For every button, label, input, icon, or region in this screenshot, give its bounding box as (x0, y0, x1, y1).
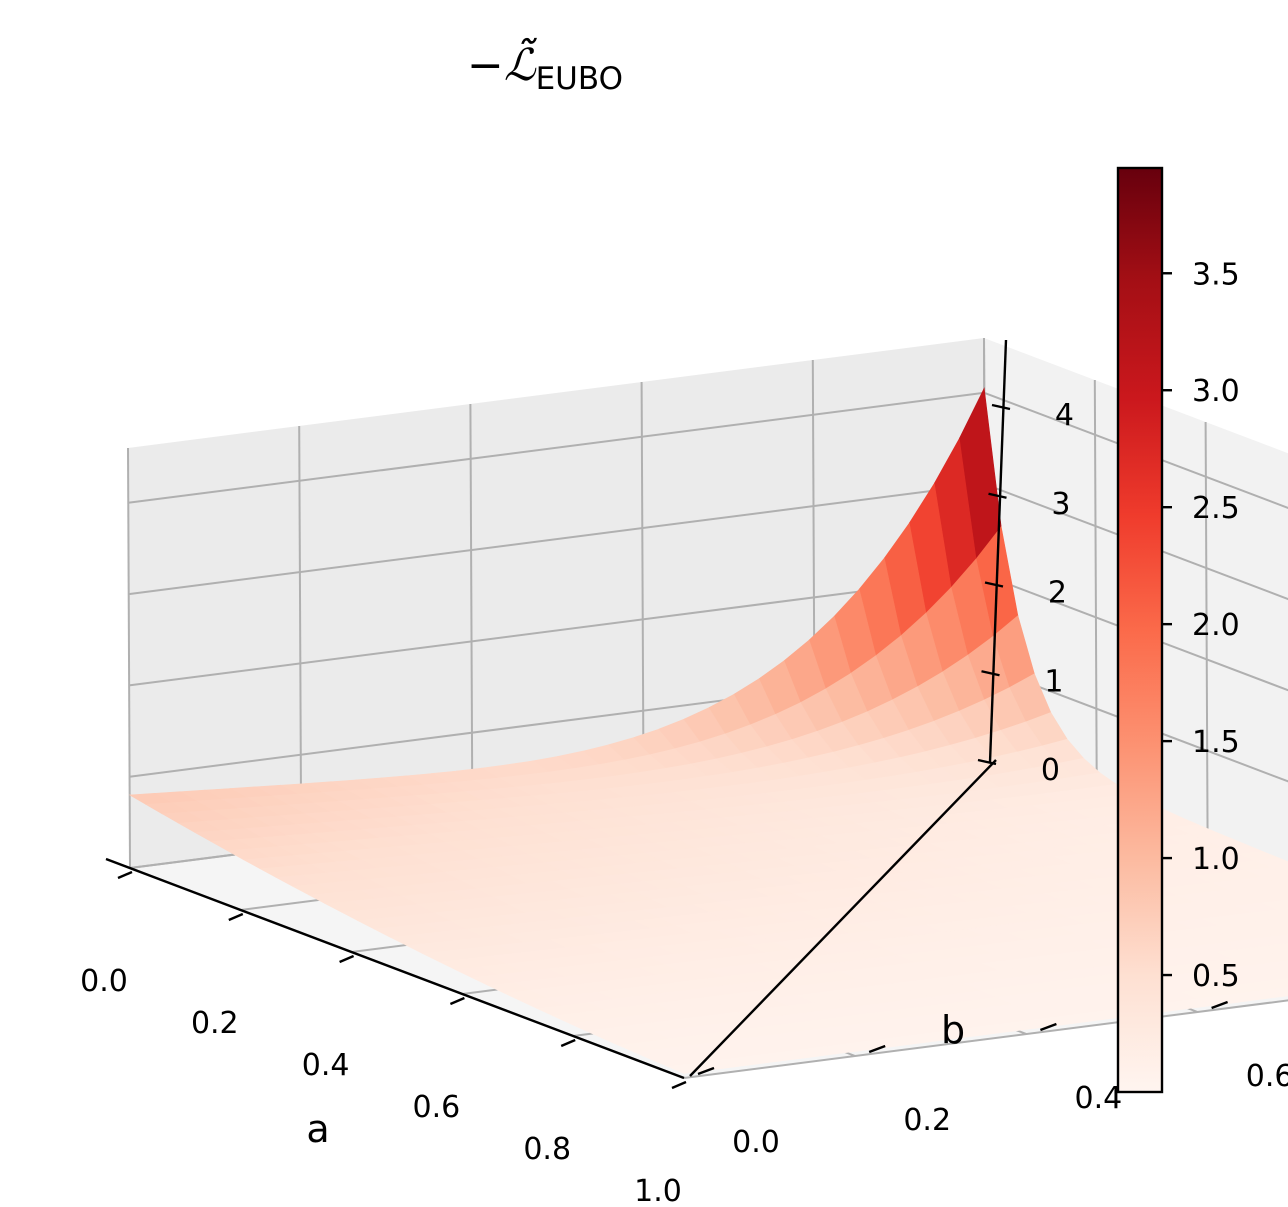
z-tick-label: 1 (1044, 664, 1063, 699)
x-tick (117, 870, 133, 880)
x-tick-label: 1.0 (634, 1174, 682, 1207)
chart-title: −ℒ̃EUBO (467, 40, 623, 97)
colorbar-tick-label: 2.5 (1192, 491, 1240, 526)
x-tick-label: 0.0 (80, 964, 128, 999)
y-axis-line (689, 759, 997, 1077)
grid-b-left (298, 425, 303, 847)
y-tick (697, 1066, 715, 1076)
grid-a-floor (683, 999, 1288, 1079)
x-axis-label: a (306, 1107, 329, 1151)
grid-z-left (128, 483, 985, 596)
x-axis-line (105, 857, 685, 1080)
z-tick (991, 403, 1011, 411)
y-tick (1211, 1000, 1229, 1010)
x-tick-label: 0.4 (302, 1048, 350, 1083)
y-tick-label: 0.4 (1075, 1081, 1123, 1116)
y-axis-label: b (941, 1008, 965, 1052)
grid-b-left (469, 403, 474, 825)
z-tick-label: 2 (1048, 576, 1067, 611)
colorbar: 0.5 1.0 1.5 2.0 2.5 3.0 3.5 (1116, 166, 1240, 1094)
colorbar-tick-label: 2.0 (1192, 608, 1240, 643)
surface-mesh (128, 387, 1288, 1074)
y-tick (868, 1044, 886, 1054)
y-tick-label: 0.0 (732, 1125, 780, 1160)
colorbar-tick-label: 1.0 (1192, 842, 1240, 877)
colorbar-tick-label: 3.5 (1192, 257, 1240, 292)
colorbar-tick-label: 1.5 (1192, 725, 1240, 760)
x-tick (228, 912, 244, 922)
colorbar-tick-label: 0.5 (1192, 959, 1240, 994)
z-tick-label: 4 (1055, 398, 1074, 433)
x-tick-label: 0.2 (191, 1006, 239, 1041)
axes-lines (105, 339, 1008, 1080)
grid-b-left (127, 447, 131, 869)
x-tick (560, 1038, 576, 1048)
x-tick (671, 1080, 687, 1090)
axis-ticks: 0.00.20.40.60.81.00.00.20.40.60.81.00123… (80, 398, 1288, 1207)
z-tick (981, 670, 1000, 677)
x-tick-label: 0.8 (523, 1132, 571, 1167)
x-tick-label: 0.6 (413, 1090, 461, 1125)
grid-b-left (640, 381, 645, 803)
z-axis-line (988, 339, 1008, 763)
z-tick (988, 492, 1007, 499)
grid-z-back (985, 665, 1288, 783)
colorbar-gradient (1116, 166, 1164, 1094)
z-tick-label: 0 (1041, 753, 1060, 788)
z-tick-label: 3 (1051, 487, 1070, 522)
y-tick-label: 0.2 (903, 1103, 951, 1138)
x-tick (339, 954, 355, 964)
y-tick (1039, 1022, 1057, 1032)
y-tick-label: 0.6 (1246, 1059, 1288, 1094)
grid-a-back (1204, 421, 1209, 843)
grid-z-back (984, 483, 1288, 601)
z-tick (984, 581, 1004, 588)
colorbar-tick-label: 3.0 (1192, 374, 1240, 409)
z-tick (977, 758, 997, 766)
grid-z-left (129, 574, 986, 687)
grid-a-back (1093, 379, 1098, 801)
grid-z-back (984, 574, 1288, 692)
grid-z-left (128, 391, 985, 504)
grid-z-back (983, 391, 1288, 509)
x-tick (449, 996, 465, 1006)
